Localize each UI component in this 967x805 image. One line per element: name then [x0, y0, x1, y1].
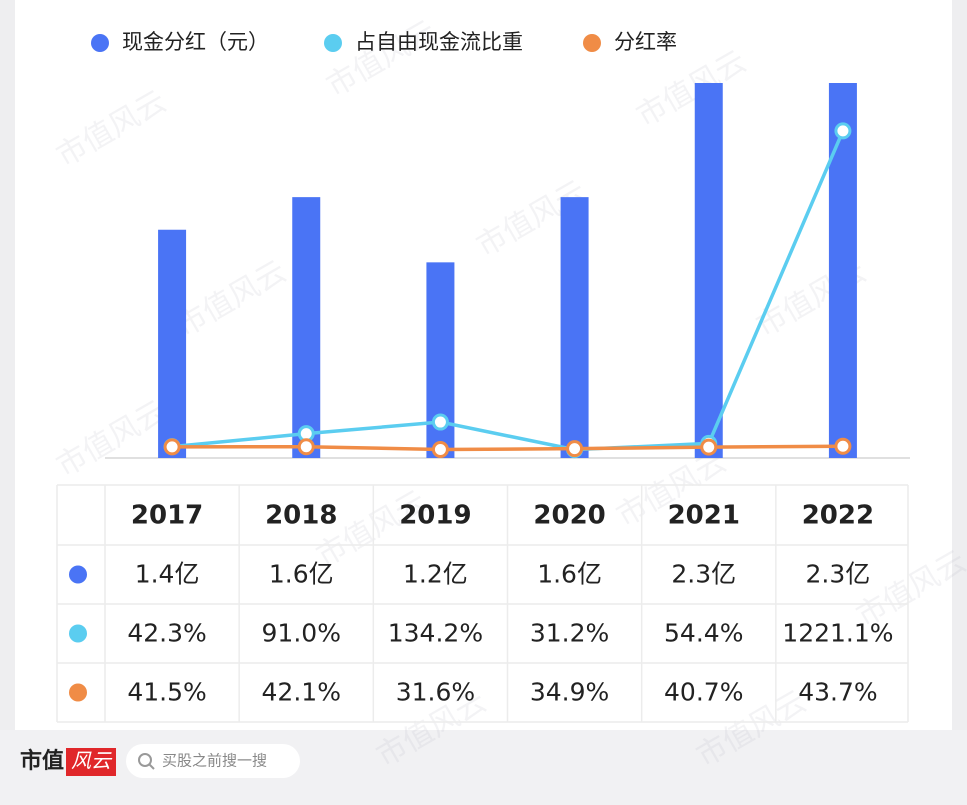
search-box[interactable] [126, 744, 300, 778]
legend-marker [91, 34, 109, 52]
table-cell: 1.6亿 [537, 560, 602, 589]
legend-label: 现金分红（元） [122, 30, 269, 54]
table-cell: 1.2亿 [403, 560, 468, 589]
bar [560, 197, 589, 458]
table-cell: 1.6亿 [269, 560, 334, 589]
line-marker [297, 438, 315, 456]
line-marker [566, 440, 584, 458]
table-cell: 91.0% [262, 619, 341, 648]
table-marker [69, 624, 87, 643]
line-marker [834, 122, 852, 140]
legend-label: 占自由现金流比重 [355, 30, 523, 54]
search-icon [138, 753, 152, 767]
legend-label: 分红率 [614, 30, 677, 54]
brand-logo-bg [66, 748, 116, 776]
bar [828, 83, 857, 458]
table-cell: 2.3亿 [806, 560, 871, 589]
line-marker [431, 441, 449, 459]
line-marker [163, 438, 181, 456]
line-marker [431, 413, 449, 431]
table-cell: 40.7% [664, 678, 743, 707]
table-header: 2020 [533, 501, 605, 531]
table-header: 2021 [668, 501, 740, 531]
brand: 市值 [20, 748, 64, 774]
table-cell: 54.4% [664, 619, 743, 648]
legend-marker [324, 34, 342, 52]
search-icon [148, 763, 155, 770]
line-marker [700, 438, 718, 456]
table-cell: 42.3% [127, 619, 206, 648]
bar [694, 83, 723, 458]
table-cell: 1.4亿 [135, 560, 200, 589]
table-header: 2022 [802, 501, 874, 531]
table-cell: 1221.1% [782, 619, 893, 648]
table-cell: 31.2% [530, 619, 609, 648]
bar [292, 197, 321, 458]
table-cell: 34.9% [530, 678, 609, 707]
line [171, 130, 845, 452]
table-header: 2019 [399, 501, 471, 531]
table-cell: 42.1% [262, 678, 341, 707]
table-cell: 134.2% [388, 619, 483, 648]
legend-marker [583, 34, 601, 52]
table-cell: 43.7% [798, 678, 877, 707]
line-marker [834, 437, 852, 455]
line [172, 444, 843, 452]
table-cell: 41.5% [127, 678, 206, 707]
table-header: 2017 [131, 501, 203, 531]
table-marker [69, 565, 87, 584]
table-header: 2018 [265, 501, 337, 531]
table-cell: 2.3亿 [671, 560, 736, 589]
brand-logo: 风云 [71, 749, 113, 773]
bar [158, 229, 187, 458]
search-placeholder[interactable]: 买股之前搜一搜 [162, 752, 267, 770]
table-marker [69, 683, 87, 702]
table-cell: 31.6% [396, 678, 475, 707]
